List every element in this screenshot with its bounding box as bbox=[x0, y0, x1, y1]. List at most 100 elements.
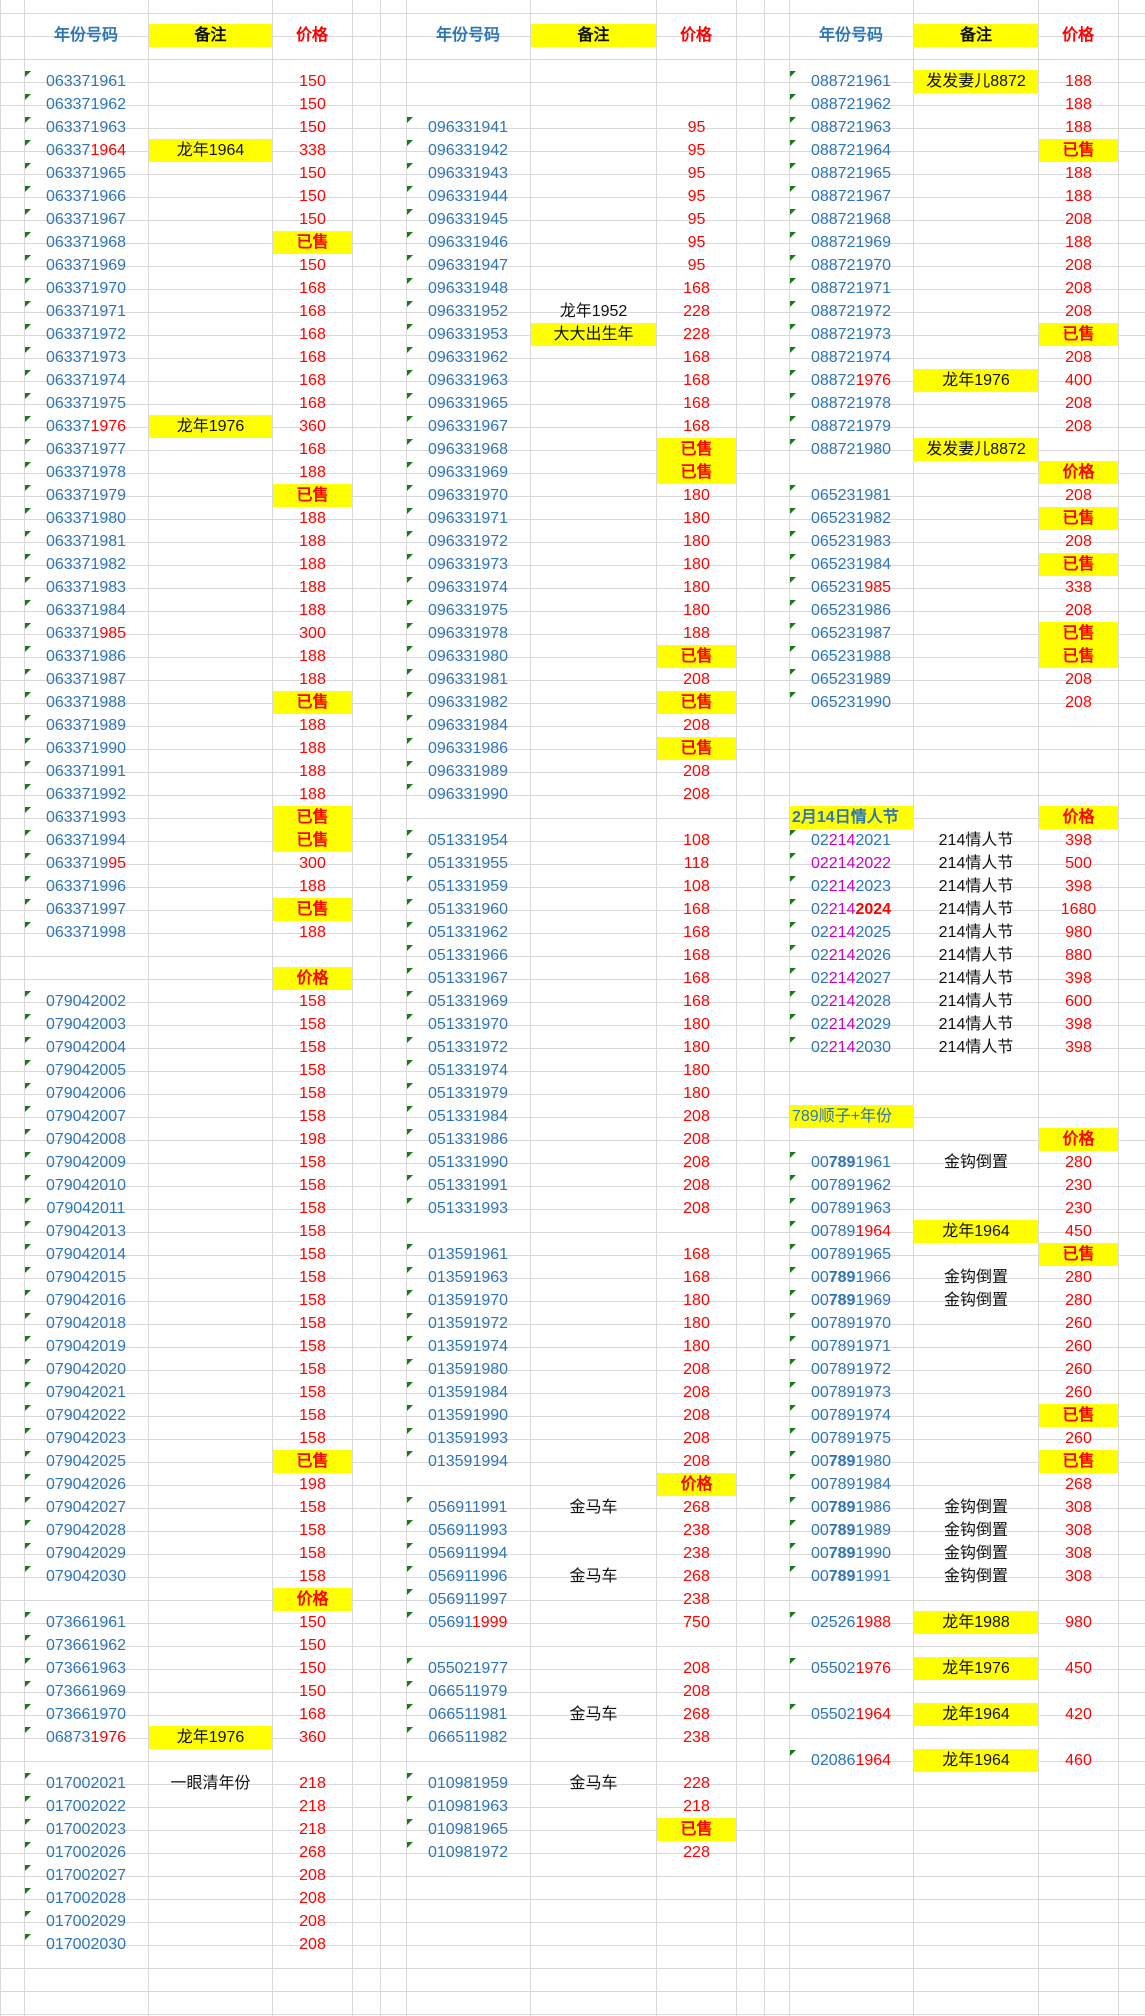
phone-number-cell[interactable]: 079042008 bbox=[24, 1128, 148, 1151]
phone-number-cell[interactable]: 096331971 bbox=[406, 507, 530, 530]
phone-number-cell[interactable]: 063371962 bbox=[24, 93, 148, 116]
phone-number-cell[interactable]: 063371983 bbox=[24, 576, 148, 599]
phone-number-cell[interactable]: 013591961 bbox=[406, 1243, 530, 1266]
phone-number-cell[interactable]: 096331946 bbox=[406, 231, 530, 254]
phone-number-cell[interactable]: 096331969 bbox=[406, 461, 530, 484]
phone-number-cell[interactable]: 063371984 bbox=[24, 599, 148, 622]
phone-number-cell[interactable]: 051331979 bbox=[406, 1082, 530, 1105]
phone-number-cell[interactable]: 013591990 bbox=[406, 1404, 530, 1427]
phone-number-cell[interactable]: 079042023 bbox=[24, 1427, 148, 1450]
phone-number-cell[interactable]: 096331975 bbox=[406, 599, 530, 622]
phone-number-cell[interactable]: 022142022 bbox=[789, 852, 913, 875]
phone-number-cell[interactable]: 013591993 bbox=[406, 1427, 530, 1450]
phone-number-cell[interactable]: 063371966 bbox=[24, 185, 148, 208]
phone-number-cell[interactable]: 066511981 bbox=[406, 1703, 530, 1726]
phone-number-cell[interactable]: 079042010 bbox=[24, 1174, 148, 1197]
phone-number-cell[interactable]: 079042019 bbox=[24, 1335, 148, 1358]
phone-number-cell[interactable]: 051331990 bbox=[406, 1151, 530, 1174]
phone-number-cell[interactable]: 096331968 bbox=[406, 438, 530, 461]
phone-number-cell[interactable]: 079042030 bbox=[24, 1565, 148, 1588]
phone-number-cell[interactable]: 088721969 bbox=[789, 231, 913, 254]
phone-number-cell[interactable]: 051331970 bbox=[406, 1013, 530, 1036]
phone-number-cell[interactable]: 063371975 bbox=[24, 392, 148, 415]
phone-number-cell[interactable]: 007891964 bbox=[789, 1220, 913, 1243]
phone-number-cell[interactable]: 088721967 bbox=[789, 185, 913, 208]
phone-number-cell[interactable]: 079042013 bbox=[24, 1220, 148, 1243]
phone-number-cell[interactable]: 013591974 bbox=[406, 1335, 530, 1358]
phone-number-cell[interactable]: 063371969 bbox=[24, 254, 148, 277]
phone-number-cell[interactable]: 088721974 bbox=[789, 346, 913, 369]
phone-number-cell[interactable]: 063371970 bbox=[24, 277, 148, 300]
phone-number-cell[interactable]: 013591980 bbox=[406, 1358, 530, 1381]
phone-number-cell[interactable]: 066511982 bbox=[406, 1726, 530, 1749]
phone-number-cell[interactable]: 056911994 bbox=[406, 1542, 530, 1565]
phone-number-cell[interactable]: 056911999 bbox=[406, 1611, 530, 1634]
phone-number-cell[interactable]: 051331954 bbox=[406, 829, 530, 852]
phone-number-cell[interactable]: 007891965 bbox=[789, 1243, 913, 1266]
phone-number-cell[interactable]: 065231989 bbox=[789, 668, 913, 691]
phone-number-cell[interactable]: 088721980 bbox=[789, 438, 913, 461]
phone-number-cell[interactable]: 096331948 bbox=[406, 277, 530, 300]
phone-number-cell[interactable]: 051331974 bbox=[406, 1059, 530, 1082]
phone-number-cell[interactable]: 007891975 bbox=[789, 1427, 913, 1450]
phone-number-cell[interactable]: 096331965 bbox=[406, 392, 530, 415]
phone-number-cell[interactable]: 079042006 bbox=[24, 1082, 148, 1105]
phone-number-cell[interactable]: 022142029 bbox=[789, 1013, 913, 1036]
phone-number-cell[interactable]: 073661961 bbox=[24, 1611, 148, 1634]
phone-number-cell[interactable]: 088721962 bbox=[789, 93, 913, 116]
phone-number-cell[interactable]: 079042009 bbox=[24, 1151, 148, 1174]
phone-number-cell[interactable]: 065231990 bbox=[789, 691, 913, 714]
phone-number-cell[interactable]: 079042022 bbox=[24, 1404, 148, 1427]
phone-number-cell[interactable]: 065231982 bbox=[789, 507, 913, 530]
phone-number-cell[interactable]: 051331966 bbox=[406, 944, 530, 967]
phone-number-cell[interactable]: 020861964 bbox=[789, 1749, 913, 1772]
phone-number-cell[interactable]: 063371988 bbox=[24, 691, 148, 714]
phone-number-cell[interactable]: 063371992 bbox=[24, 783, 148, 806]
phone-number-cell[interactable]: 010981972 bbox=[406, 1841, 530, 1864]
phone-number-cell[interactable]: 022142024 bbox=[789, 898, 913, 921]
phone-number-cell[interactable]: 017002022 bbox=[24, 1795, 148, 1818]
phone-number-cell[interactable]: 007891984 bbox=[789, 1473, 913, 1496]
phone-number-cell[interactable]: 051331972 bbox=[406, 1036, 530, 1059]
phone-number-cell[interactable]: 051331967 bbox=[406, 967, 530, 990]
phone-number-cell[interactable]: 088721964 bbox=[789, 139, 913, 162]
phone-number-cell[interactable]: 022142028 bbox=[789, 990, 913, 1013]
phone-number-cell[interactable]: 007891971 bbox=[789, 1335, 913, 1358]
phone-number-cell[interactable]: 063371989 bbox=[24, 714, 148, 737]
phone-number-cell[interactable]: 088721961 bbox=[789, 70, 913, 93]
phone-number-cell[interactable]: 017002030 bbox=[24, 1933, 148, 1956]
phone-number-cell[interactable]: 079042016 bbox=[24, 1289, 148, 1312]
phone-number-cell[interactable]: 096331952 bbox=[406, 300, 530, 323]
phone-number-cell[interactable]: 096331989 bbox=[406, 760, 530, 783]
phone-number-cell[interactable]: 065231988 bbox=[789, 645, 913, 668]
phone-number-cell[interactable]: 088721963 bbox=[789, 116, 913, 139]
phone-number-cell[interactable]: 079042018 bbox=[24, 1312, 148, 1335]
phone-number-cell[interactable]: 010981963 bbox=[406, 1795, 530, 1818]
phone-number-cell[interactable]: 063371961 bbox=[24, 70, 148, 93]
phone-number-cell[interactable]: 063371993 bbox=[24, 806, 148, 829]
phone-number-cell[interactable]: 063371997 bbox=[24, 898, 148, 921]
phone-number-cell[interactable]: 025261988 bbox=[789, 1611, 913, 1634]
phone-number-cell[interactable]: 055021976 bbox=[789, 1657, 913, 1680]
phone-number-cell[interactable]: 096331953 bbox=[406, 323, 530, 346]
phone-number-cell[interactable]: 065231984 bbox=[789, 553, 913, 576]
phone-number-cell[interactable]: 007891966 bbox=[789, 1266, 913, 1289]
phone-number-cell[interactable]: 063371998 bbox=[24, 921, 148, 944]
phone-number-cell[interactable]: 063371995 bbox=[24, 852, 148, 875]
phone-number-cell[interactable]: 007891970 bbox=[789, 1312, 913, 1335]
phone-number-cell[interactable]: 079042027 bbox=[24, 1496, 148, 1519]
phone-number-cell[interactable]: 013591994 bbox=[406, 1450, 530, 1473]
phone-number-cell[interactable]: 063371973 bbox=[24, 346, 148, 369]
phone-number-cell[interactable]: 079042004 bbox=[24, 1036, 148, 1059]
phone-number-cell[interactable]: 063371981 bbox=[24, 530, 148, 553]
phone-number-cell[interactable]: 079042020 bbox=[24, 1358, 148, 1381]
phone-number-cell[interactable]: 056911991 bbox=[406, 1496, 530, 1519]
phone-number-cell[interactable]: 017002027 bbox=[24, 1864, 148, 1887]
phone-number-cell[interactable]: 007891962 bbox=[789, 1174, 913, 1197]
phone-number-cell[interactable]: 073661969 bbox=[24, 1680, 148, 1703]
phone-number-cell[interactable]: 063371972 bbox=[24, 323, 148, 346]
phone-number-cell[interactable]: 079042025 bbox=[24, 1450, 148, 1473]
phone-number-cell[interactable]: 096331962 bbox=[406, 346, 530, 369]
phone-number-cell[interactable]: 017002023 bbox=[24, 1818, 148, 1841]
phone-number-cell[interactable]: 017002021 bbox=[24, 1772, 148, 1795]
